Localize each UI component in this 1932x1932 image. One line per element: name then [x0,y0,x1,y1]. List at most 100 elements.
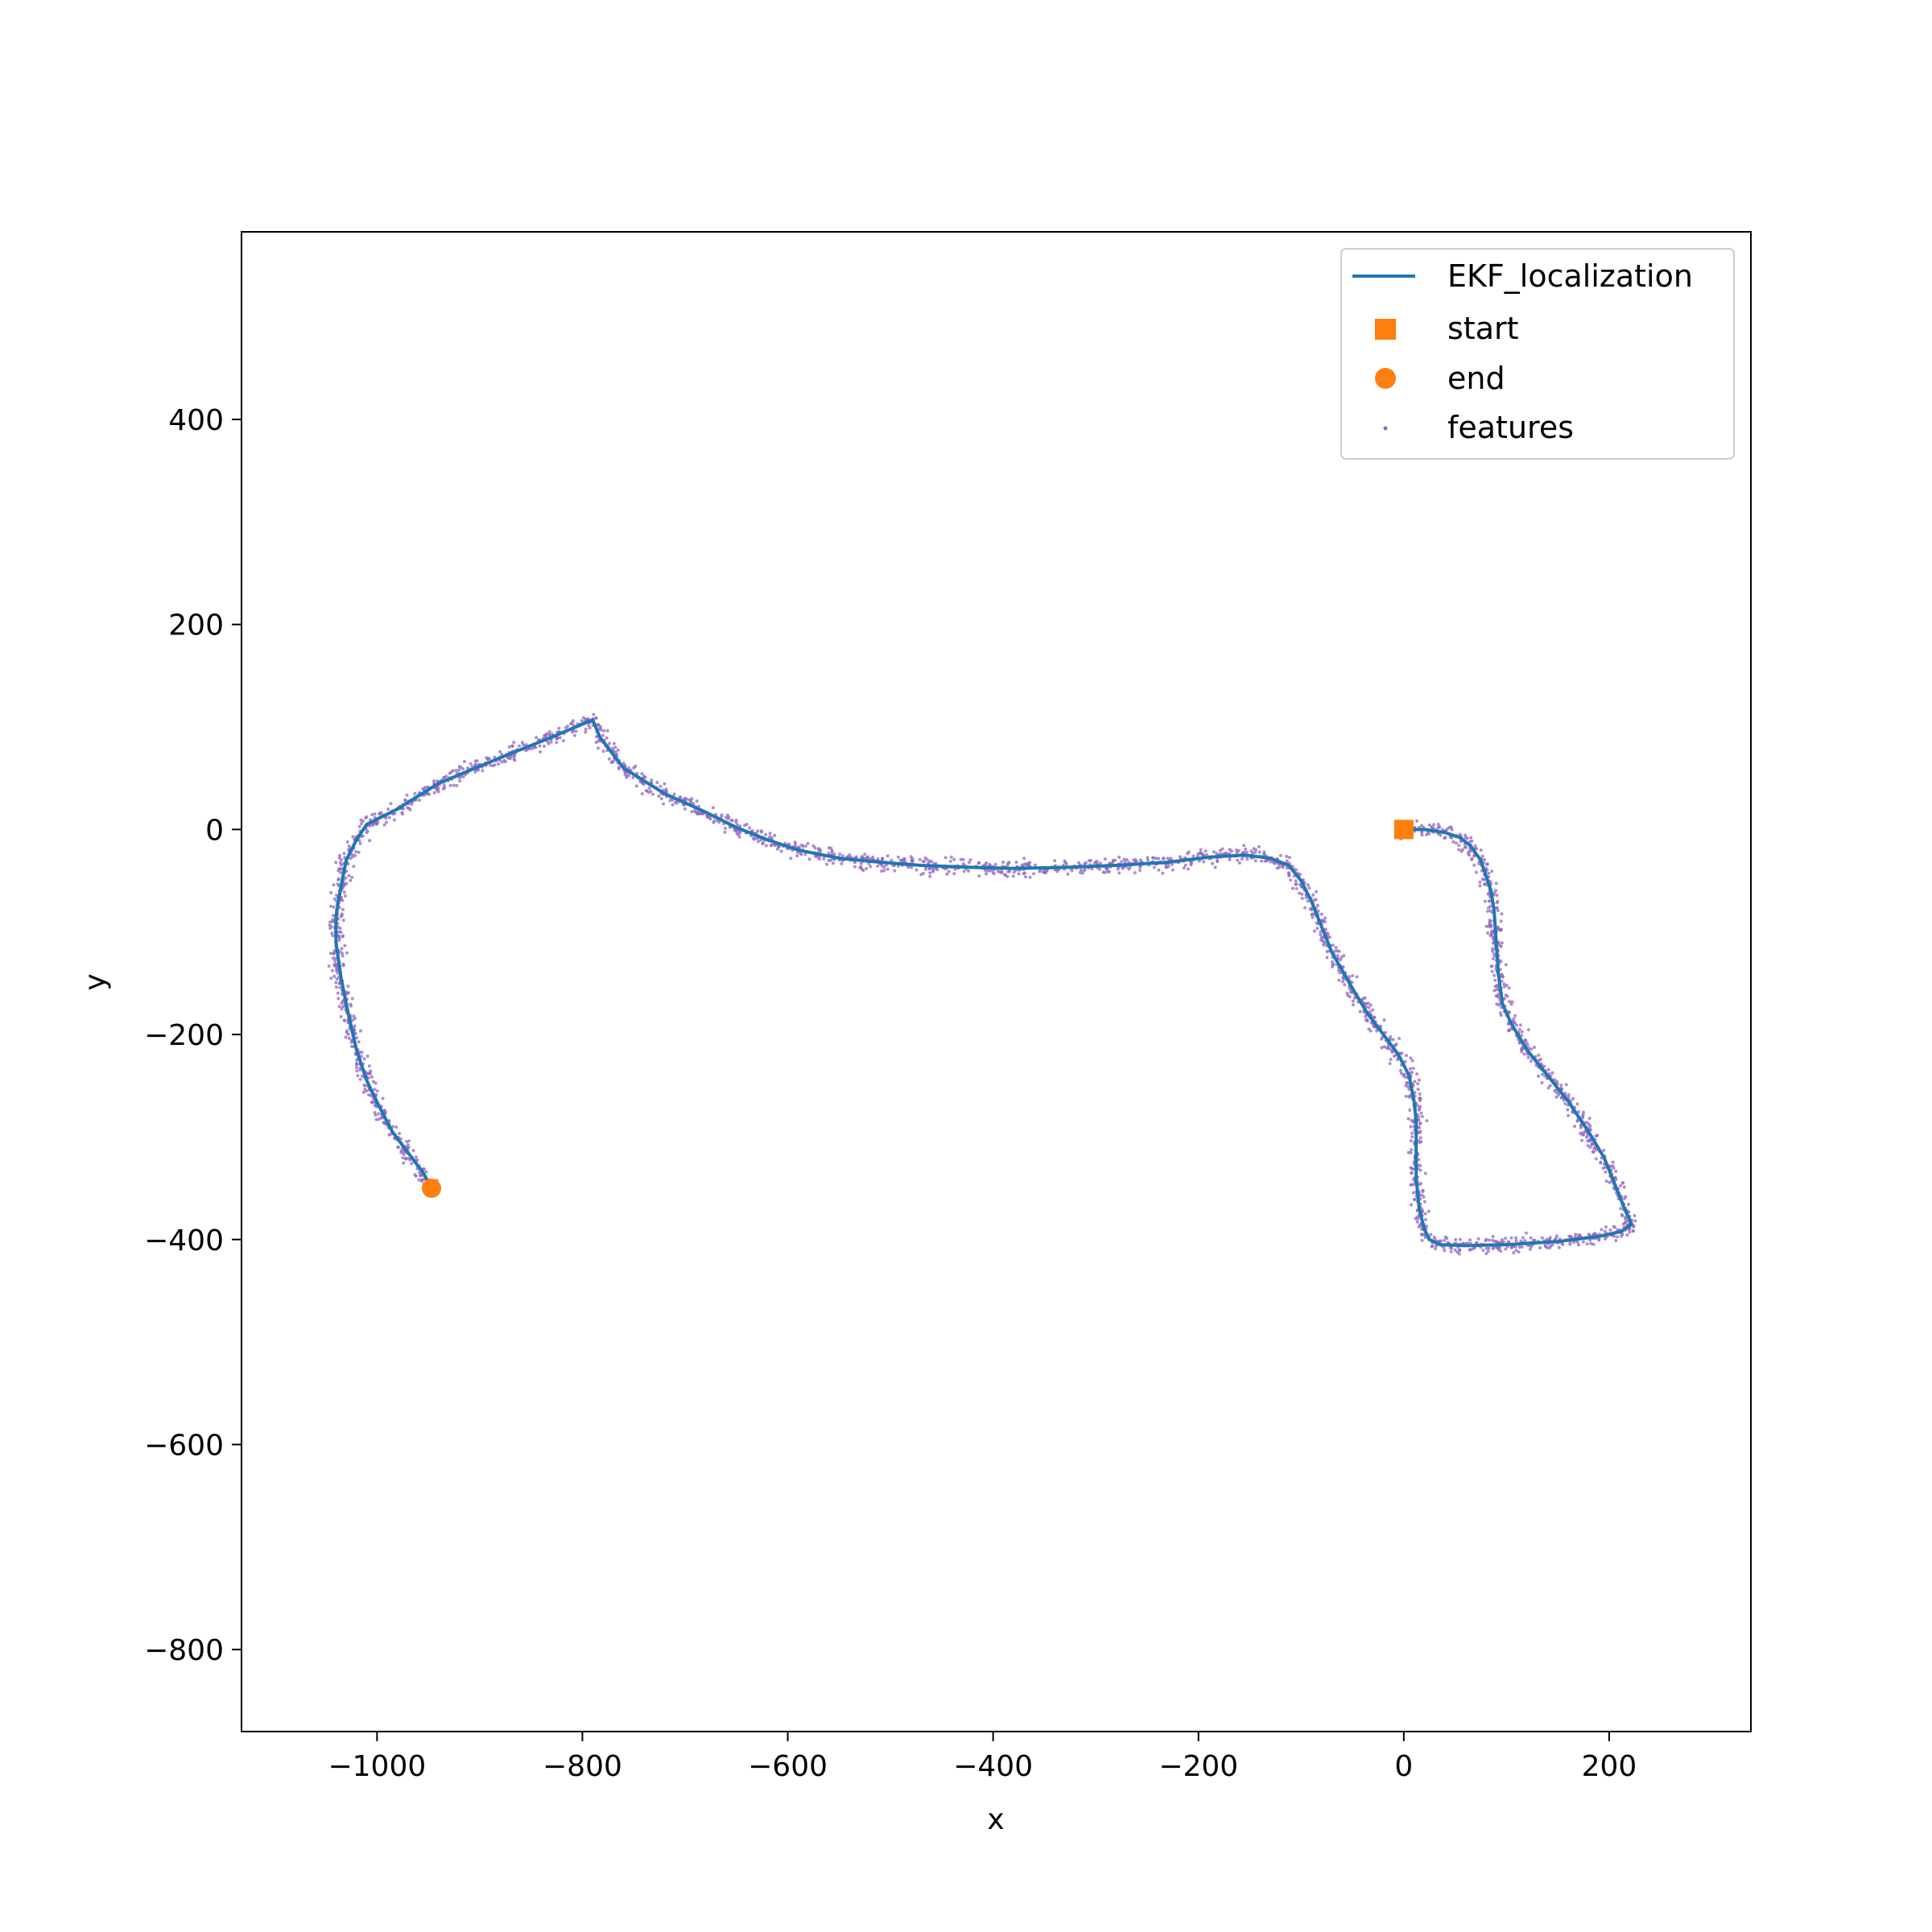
feature-point [1533,1238,1537,1242]
feature-point [1104,857,1107,861]
feature-point [642,782,646,786]
feature-point [331,956,335,960]
feature-point [336,991,340,995]
feature-point [1415,1104,1419,1108]
feature-point [374,1113,378,1117]
feature-point [649,790,653,794]
feature-point [512,757,516,761]
feature-point [364,816,368,819]
feature-point [627,766,631,770]
feature-point [340,947,344,951]
feature-point [361,834,365,838]
feature-point [1525,1043,1530,1047]
feature-point [832,861,835,865]
feature-point [712,819,716,823]
feature-point [1480,854,1484,858]
feature-point [352,1014,356,1018]
feature-point [1410,1203,1414,1207]
feature-point [1548,1236,1552,1240]
feature-point [1216,860,1220,864]
feature-point [1223,852,1227,856]
feature-point [1529,1236,1533,1240]
feature-point [1408,1094,1412,1098]
feature-point [370,813,374,816]
y-tick-label: 400 [168,404,224,437]
feature-point [1550,1071,1554,1075]
feature-point [806,841,810,845]
feature-point [343,1018,347,1022]
feature-point [422,1167,426,1170]
feature-point [1425,833,1429,836]
feature-point [1484,924,1488,928]
feature-point [386,807,390,811]
feature-point [1411,1191,1415,1195]
feature-point [497,762,501,766]
feature-point [1491,957,1495,961]
feature-point [1366,1001,1370,1005]
feature-point [1542,1064,1546,1068]
feature-point [886,867,890,871]
feature-point [336,997,341,1001]
feature-point [421,787,425,791]
feature-point [341,962,345,966]
x-axis: −1000 −800 −600 −400 −200 0 200 [328,1732,1637,1783]
feature-point [389,802,393,806]
feature-point [367,1076,370,1080]
feature-point [736,823,739,827]
feature-point [1471,1247,1475,1251]
feature-point [1504,1247,1508,1251]
feature-point [1240,857,1244,861]
feature-point [328,927,332,931]
feature-point [518,744,521,748]
feature-point [564,725,568,729]
feature-point [417,799,421,802]
feature-point [506,756,510,760]
feature-point [1537,1053,1541,1057]
feature-point [373,1088,377,1092]
feature-point [370,1075,374,1079]
feature-point [787,842,791,846]
feature-point [1602,1149,1606,1152]
feature-point [1405,1080,1409,1084]
feature-point [1426,1209,1430,1213]
feature-point [601,733,605,737]
feature-point [347,844,351,848]
feature-point [1417,1078,1421,1082]
feature-point [1481,1249,1485,1253]
feature-point [699,811,703,815]
feature-point [1554,1095,1558,1099]
feature-point [1588,1238,1592,1242]
feature-point [353,853,357,857]
feature-point [1573,1125,1576,1129]
feature-point [332,897,336,901]
feature-point [1420,833,1424,837]
feature-point [1237,848,1241,852]
feature-point [1262,852,1266,857]
feature-point [357,824,361,828]
feature-point [1418,1168,1422,1172]
feature-point [1367,1005,1371,1009]
feature-point [373,812,377,816]
feature-point [414,1155,418,1159]
feature-point [1413,1080,1417,1084]
feature-point [827,859,831,862]
feature-point [1358,1009,1362,1013]
feature-point [340,1007,344,1011]
feature-point [1202,860,1206,864]
feature-point [1488,909,1492,913]
feature-point [1411,1167,1415,1171]
feature-point [890,858,894,862]
feature-point [328,952,332,956]
feature-point [1398,1068,1402,1072]
feature-point [403,798,407,802]
feature-point [1407,1088,1411,1092]
feature-point [1245,857,1249,861]
feature-point [1581,1116,1585,1120]
feature-point [1287,871,1291,875]
feature-point [1103,870,1107,874]
feature-point [1169,857,1173,861]
feature-point [1484,1246,1488,1250]
feature-point [935,868,939,872]
feature-point [1507,1029,1511,1033]
feature-point [616,748,620,752]
